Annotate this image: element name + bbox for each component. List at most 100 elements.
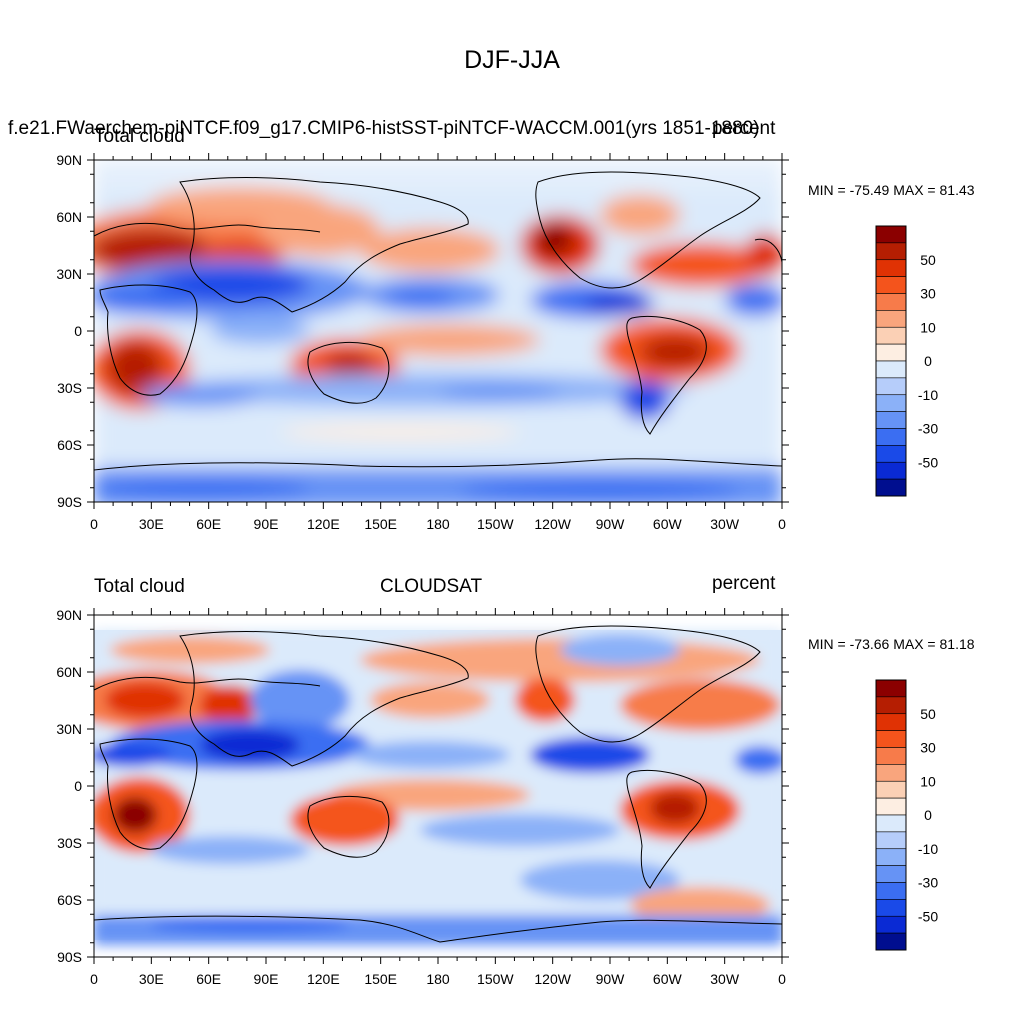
colorbar-label: 10: [920, 773, 936, 789]
colorbar-swatch: [875, 360, 907, 379]
figure-title: DJF-JJA: [464, 46, 560, 74]
lat-tick-label: 30S: [57, 835, 82, 851]
panel2-stats: MIN = -73.66 MAX = 81.18: [808, 636, 975, 652]
lon-tick-label: 0: [778, 516, 786, 532]
colorbar-label: 0: [924, 807, 932, 823]
colorbar-label: -30: [918, 421, 938, 437]
colorbar-swatch: [875, 377, 907, 396]
colorbar-swatch: [875, 225, 907, 244]
colorbar-swatch: [875, 394, 907, 412]
lon-tick-label: 150W: [477, 971, 514, 987]
lon-tick-label: 30W: [710, 516, 740, 532]
colorbar-swatch: [875, 848, 907, 866]
colorbar-swatch: [875, 899, 907, 917]
lon-tick-label: 60W: [653, 971, 683, 987]
lat-tick-label: 60N: [56, 209, 82, 225]
lon-tick-label: 180: [426, 971, 450, 987]
colorbar-label: 50: [920, 706, 936, 722]
colorbar-label: 50: [920, 252, 936, 268]
colorbar-swatch: [875, 445, 907, 463]
colorbar-swatch: [875, 747, 907, 765]
lon-tick-label: 0: [90, 516, 98, 532]
colorbar-swatch: [875, 326, 907, 345]
lon-tick-label: 150E: [364, 971, 397, 987]
colorbar-label: 0: [924, 353, 932, 369]
colorbar-swatch: [875, 276, 907, 294]
lon-tick-label: 150W: [477, 516, 514, 532]
panel1-left-text: Total cloud: [94, 126, 185, 147]
panel2-map: 90N 60N 30N 0 30S 60S 90S 0 30E 60E 90E 120E 150E 180…: [56, 607, 789, 987]
panel1-stats: MIN = -75.49 MAX = 81.43: [808, 182, 975, 198]
colorbar-swatch: [875, 343, 907, 362]
colorbar-swatch: [875, 679, 907, 698]
colorbar-swatch: [875, 310, 907, 328]
colorbar-swatch: [875, 915, 907, 934]
lon-tick-label: 60E: [196, 516, 221, 532]
colorbar-label: 10: [920, 319, 936, 335]
lon-tick-label: 90E: [254, 516, 279, 532]
lat-tick-label: 60S: [57, 892, 82, 908]
colorbar-label: 30: [920, 286, 936, 302]
colorbar-label: -50: [918, 454, 938, 470]
colorbar-swatch: [875, 242, 907, 261]
panel1-coastlines: [94, 171, 782, 471]
colorbar-swatch: [875, 764, 907, 782]
lon-tick-label: 30E: [139, 516, 164, 532]
lat-tick-label: 30N: [56, 721, 82, 737]
colorbar-label: -50: [918, 908, 938, 924]
lon-tick-label: 60W: [653, 516, 683, 532]
panel1-colorbar: 50 30 10 0 -10 -30 -50: [875, 225, 938, 497]
panel2-center-text: CLOUDSAT: [380, 576, 483, 597]
panel2-field: [94, 630, 782, 945]
lon-tick-label: 120W: [534, 516, 571, 532]
colorbar-swatch: [875, 696, 907, 715]
lon-tick-label: 90W: [596, 516, 626, 532]
lon-tick-label: 120E: [307, 971, 340, 987]
panel1-map: 90N 60N 30N 0 30S 60S 90S 0 30E 60E 90E 120E 150E 180…: [56, 152, 789, 532]
lat-tick-label: 30N: [56, 266, 82, 282]
panel2-right-text: percent: [712, 573, 776, 594]
panel2-colorbar: 50 30 10 0 -10 -30 -50: [875, 679, 938, 951]
colorbar-swatch: [875, 713, 907, 731]
colorbar-label: -10: [918, 387, 938, 403]
lon-tick-label: 90E: [254, 971, 279, 987]
colorbar-swatch: [875, 865, 907, 883]
colorbar-swatch: [875, 831, 907, 850]
colorbar-swatch: [875, 478, 907, 497]
lon-tick-label: 60E: [196, 971, 221, 987]
colorbar-swatch: [875, 932, 907, 951]
lat-tick-label: 60S: [57, 437, 82, 453]
lon-tick-label: 150E: [364, 516, 397, 532]
colorbar-swatch: [875, 411, 907, 429]
lon-tick-label: 120E: [307, 516, 340, 532]
lon-tick-label: 0: [90, 971, 98, 987]
panel2-coastlines: [94, 625, 782, 943]
panel1-right-text: percent: [712, 118, 776, 139]
lat-tick-label: 60N: [56, 664, 82, 680]
colorbar-swatch: [875, 780, 907, 799]
lon-tick-label: 90W: [596, 971, 626, 987]
lon-tick-label: 30W: [710, 971, 740, 987]
lat-tick-label: 90S: [57, 494, 82, 510]
panel2-left-text: Total cloud: [94, 576, 185, 597]
panel1-center-text: f.e21.FWaerchem-piNTCF.f09_g17.CMIP6-his…: [8, 118, 760, 139]
lat-tick-label: 90N: [56, 607, 82, 623]
lat-tick-label: 90N: [56, 152, 82, 168]
colorbar-swatch: [875, 797, 907, 816]
colorbar-swatch: [875, 882, 907, 900]
panel1-field: [94, 160, 782, 502]
lat-tick-label: 90S: [57, 949, 82, 965]
lon-tick-label: 120W: [534, 971, 571, 987]
lon-tick-label: 30E: [139, 971, 164, 987]
lat-tick-label: 30S: [57, 380, 82, 396]
colorbar-swatch: [875, 293, 907, 311]
colorbar-swatch: [875, 814, 907, 833]
lat-tick-label: 0: [74, 778, 82, 794]
panel2-ticks: 90N 60N 30N 0 30S 60S 90S 0 30E 60E 90E 120E 150E 180…: [56, 607, 789, 987]
colorbar-swatch: [875, 428, 907, 446]
lon-tick-label: 0: [778, 971, 786, 987]
colorbar-swatch: [875, 730, 907, 748]
colorbar-swatch: [875, 259, 907, 277]
lon-tick-label: 180: [426, 516, 450, 532]
